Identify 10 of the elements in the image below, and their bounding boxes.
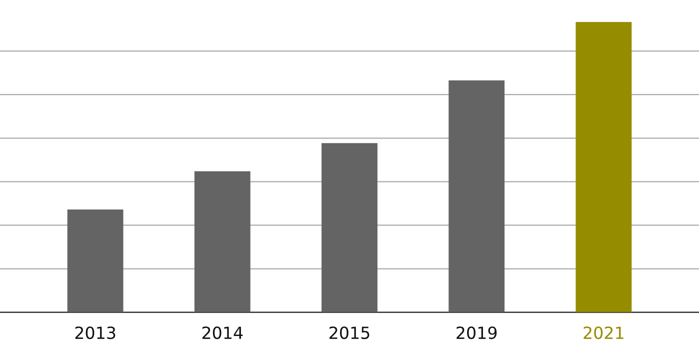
x-tick-label: 2014 [202, 326, 243, 340]
x-tick-label: 2013 [75, 326, 116, 340]
bar [194, 171, 250, 312]
x-tick-label: 2015 [330, 326, 370, 340]
bar [576, 22, 632, 312]
bar [322, 143, 378, 312]
x-tick-label: 2021 [584, 326, 624, 340]
x-tick-label: 2019 [456, 326, 497, 340]
bar [67, 210, 124, 312]
bar [448, 80, 505, 312]
